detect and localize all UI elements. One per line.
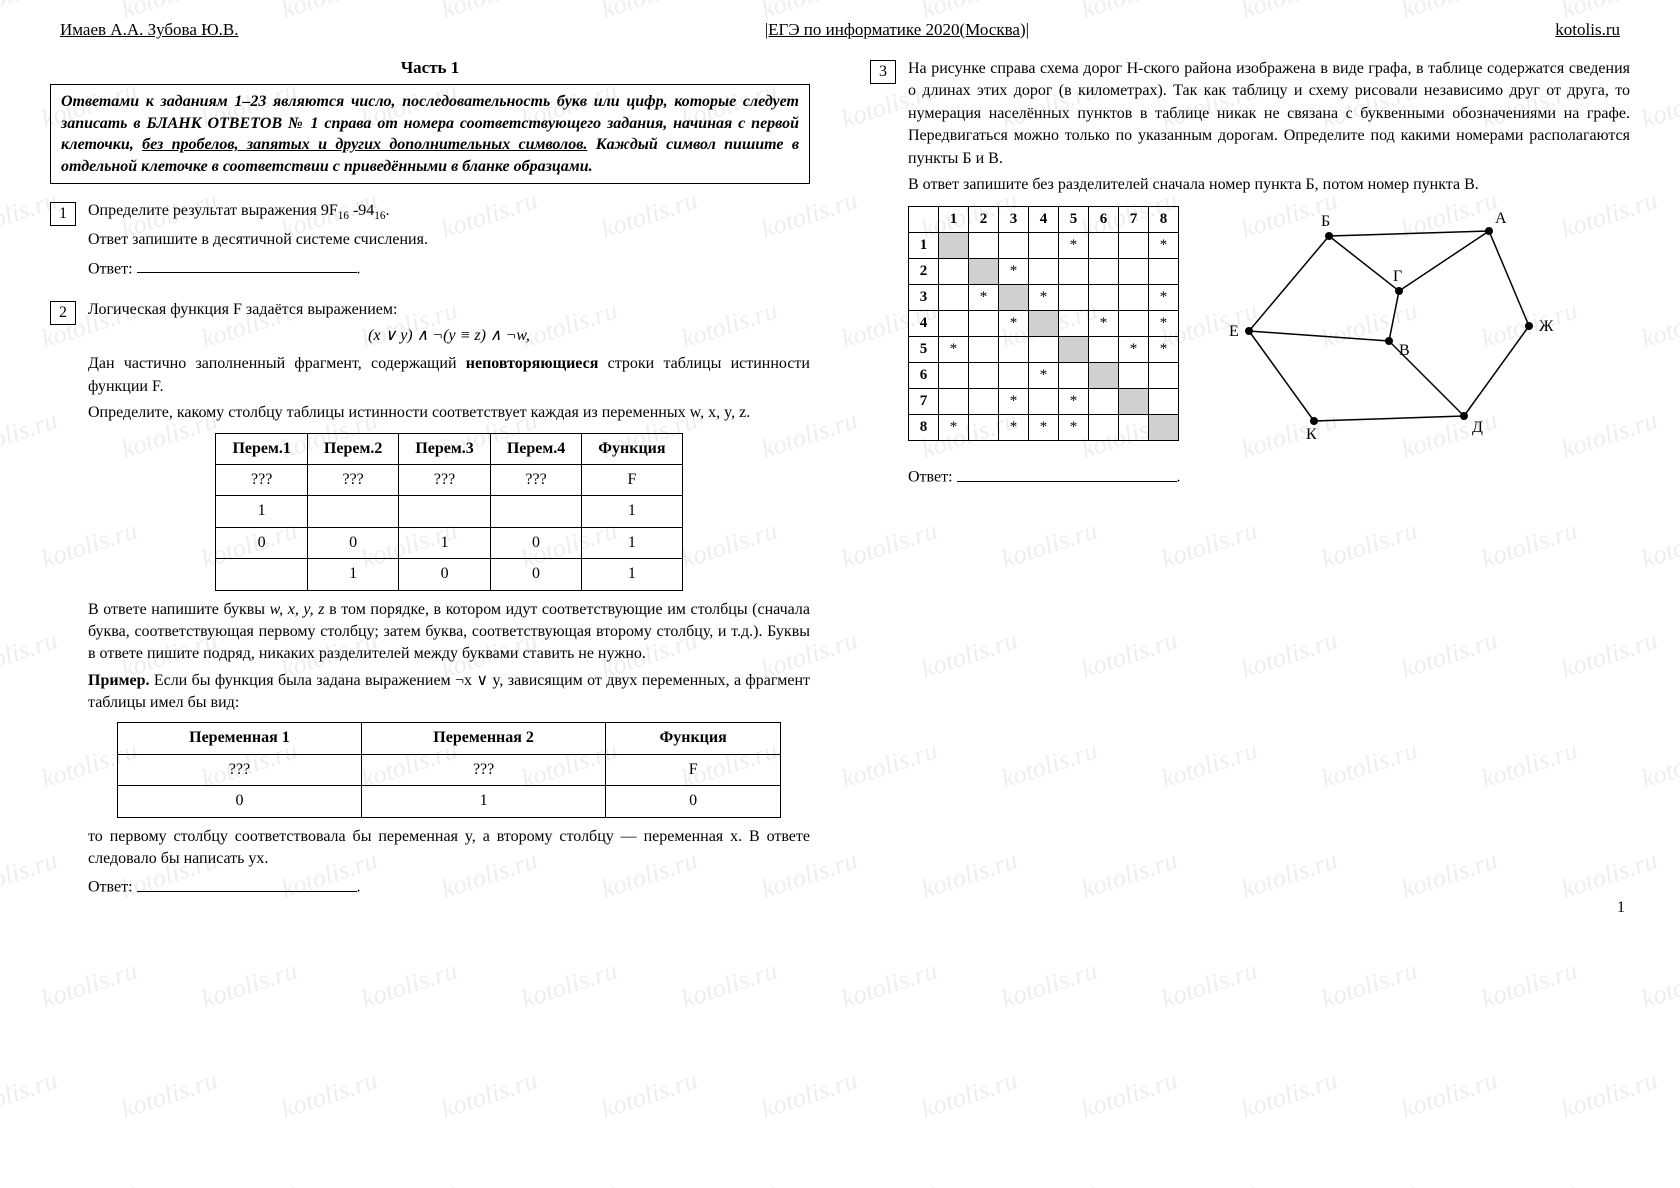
- table-cell: 1: [362, 786, 606, 817]
- table-cell: 1: [216, 496, 307, 527]
- table-header: Функция: [606, 723, 781, 754]
- answer-blank[interactable]: [137, 874, 357, 892]
- header-center: |ЕГЭ по информатике 2020(Москва)|: [765, 20, 1029, 40]
- table-cell: ???: [216, 464, 307, 495]
- table-cell: ???: [362, 754, 606, 785]
- table-cell: 1: [582, 496, 682, 527]
- page-header: Имаев А.А. Зубова Ю.В. |ЕГЭ по информати…: [50, 20, 1630, 40]
- part-title: Часть 1: [50, 58, 810, 78]
- task-1-answer: Ответ:.: [88, 256, 810, 281]
- table-header: Переменная 1: [117, 723, 361, 754]
- task-2-body: Логическая функция F задаётся выражением…: [88, 299, 810, 904]
- svg-text:Б: Б: [1321, 213, 1330, 230]
- task-1: 1 Определите результат выражения 9F16 -9…: [50, 200, 810, 284]
- table-header: Перем.2: [307, 433, 398, 464]
- table-cell: 0: [490, 559, 581, 590]
- table-cell: [216, 559, 307, 590]
- svg-text:Д: Д: [1472, 419, 1483, 436]
- task-3-adjacency-table: 123456781**2*3***4***5***6*7**8****: [908, 206, 1179, 441]
- svg-text:А: А: [1495, 210, 1507, 227]
- task-3: 3 На рисунке справа схема дорог Н-ского …: [870, 58, 1630, 493]
- table-cell: 0: [399, 559, 490, 590]
- table-cell: 1: [582, 527, 682, 558]
- table-cell: ???: [490, 464, 581, 495]
- answer-blank[interactable]: [137, 256, 357, 274]
- svg-text:Г: Г: [1393, 268, 1402, 285]
- page-number: 1: [1617, 899, 1625, 917]
- two-column-layout: Часть 1 Ответами к заданиям 1–23 являютс…: [50, 58, 1630, 917]
- task-3-graph: А Б Г Е В Ж К Д: [1209, 206, 1559, 446]
- task-3-answer: Ответ:.: [908, 464, 1630, 489]
- instruction-box: Ответами к заданиям 1–23 являются число,…: [50, 84, 810, 184]
- task-number-box: 3: [870, 60, 896, 84]
- table-cell: 0: [606, 786, 781, 817]
- task-3-body: На рисунке справа схема дорог Н-ского ра…: [908, 58, 1630, 493]
- table-cell: 0: [490, 527, 581, 558]
- table-cell: ???: [399, 464, 490, 495]
- table-cell: 0: [216, 527, 307, 558]
- table-cell: 0: [117, 786, 361, 817]
- task-number-box: 2: [50, 301, 76, 325]
- page: Имаев А.А. Зубова Ю.В. |ЕГЭ по информати…: [0, 0, 1680, 937]
- table-header: Переменная 2: [362, 723, 606, 754]
- table-header: Перем.3: [399, 433, 490, 464]
- task-1-body: Определите результат выражения 9F16 -941…: [88, 200, 810, 284]
- svg-text:К: К: [1306, 426, 1317, 443]
- right-column: 3 На рисунке справа схема дорог Н-ского …: [870, 58, 1630, 917]
- task-2-truth-table: Перем.1Перем.2Перем.3Перем.4Функция?????…: [215, 433, 682, 591]
- svg-text:Е: Е: [1229, 323, 1239, 340]
- table-cell: F: [606, 754, 781, 785]
- svg-text:Ж: Ж: [1539, 318, 1554, 335]
- table-header: Перем.1: [216, 433, 307, 464]
- table-cell: ???: [307, 464, 398, 495]
- svg-text:В: В: [1399, 342, 1410, 359]
- header-site: kotolis.ru: [1555, 20, 1620, 40]
- answer-blank[interactable]: [957, 464, 1177, 482]
- table-header: Функция: [582, 433, 682, 464]
- task-2-answer: Ответ:.: [88, 874, 810, 899]
- table-cell: 1: [307, 559, 398, 590]
- table-cell: [399, 496, 490, 527]
- task-2-example-table: Переменная 1Переменная 2Функция??????F01…: [117, 722, 781, 817]
- table-header: Перем.4: [490, 433, 581, 464]
- table-cell: 1: [399, 527, 490, 558]
- table-cell: [307, 496, 398, 527]
- task-2: 2 Логическая функция F задаётся выражени…: [50, 299, 810, 904]
- task-2-formula: (x ∨ y) ∧ ¬(y ≡ z) ∧ ¬w,: [88, 325, 810, 347]
- task-3-table-graph-row: 123456781**2*3***4***5***6*7**8**** А Б Г Е…: [908, 206, 1630, 446]
- left-column: Часть 1 Ответами к заданиям 1–23 являютс…: [50, 58, 810, 917]
- table-cell: ???: [117, 754, 361, 785]
- table-cell: F: [582, 464, 682, 495]
- header-authors: Имаев А.А. Зубова Ю.В.: [60, 20, 238, 40]
- table-cell: 0: [307, 527, 398, 558]
- table-cell: [490, 496, 581, 527]
- task-number-box: 1: [50, 202, 76, 226]
- task-1-q: Определите результат выражения 9F16 -941…: [88, 200, 810, 225]
- table-cell: 1: [582, 559, 682, 590]
